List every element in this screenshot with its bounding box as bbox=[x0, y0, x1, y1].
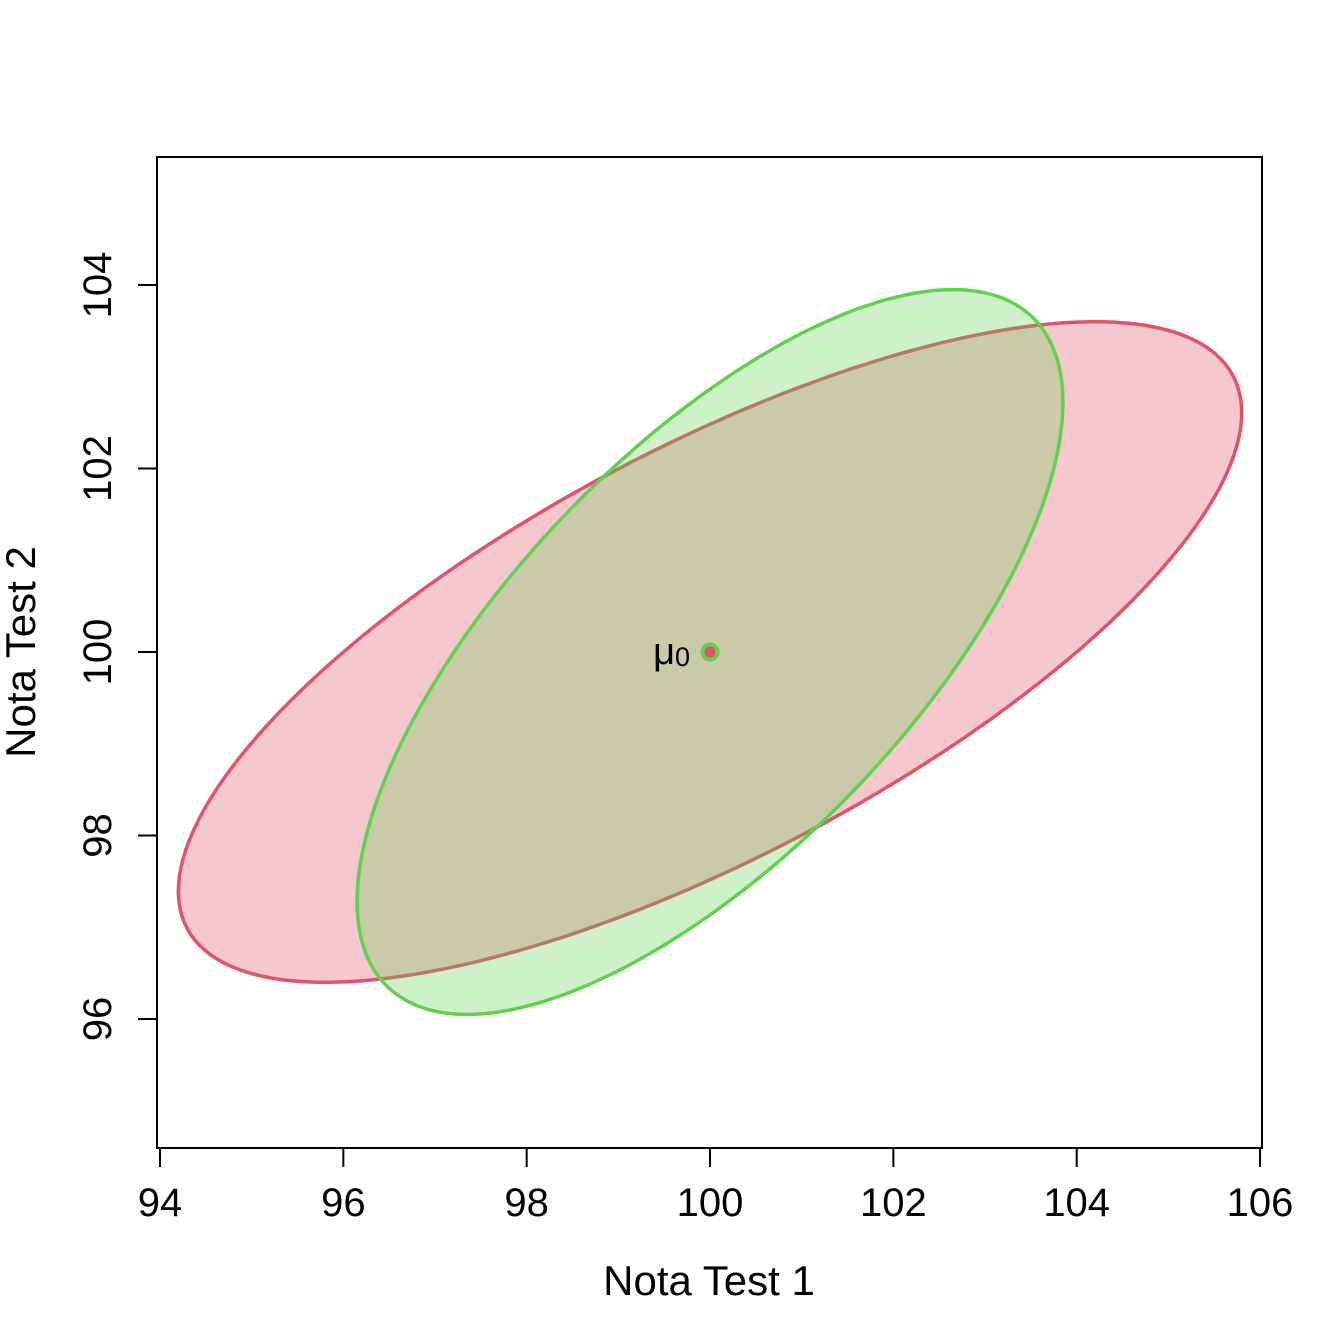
mu0-label-subscript: 0 bbox=[675, 642, 690, 672]
x-tick-label-104: 104 bbox=[1043, 1181, 1110, 1225]
y-tick-label-100: 100 bbox=[76, 619, 120, 686]
y-tick-label-98: 98 bbox=[76, 813, 120, 858]
x-tick-label-98: 98 bbox=[504, 1181, 549, 1225]
x-axis-title: Nota Test 1 bbox=[603, 1257, 815, 1304]
x-tick-label-100: 100 bbox=[677, 1181, 744, 1225]
mu0-label-symbol: μ bbox=[653, 631, 675, 673]
x-tick-label-96: 96 bbox=[321, 1181, 366, 1225]
mu0-label: μ0 bbox=[653, 631, 690, 673]
x-tick-label-102: 102 bbox=[860, 1181, 927, 1225]
y-tick-label-102: 102 bbox=[76, 435, 120, 502]
x-tick-label-106: 106 bbox=[1227, 1181, 1294, 1225]
x-tick-label-94: 94 bbox=[138, 1181, 183, 1225]
y-axis-title: Nota Test 2 bbox=[0, 546, 44, 758]
mu0-point bbox=[700, 642, 720, 662]
x-axis: 94 96 98 100 102 104 106 bbox=[138, 1147, 1294, 1225]
y-tick-label-104: 104 bbox=[76, 252, 120, 319]
y-tick-label-96: 96 bbox=[76, 997, 120, 1042]
y-axis: 96 98 100 102 104 bbox=[76, 252, 158, 1042]
point-layer: μ0 bbox=[653, 631, 720, 673]
